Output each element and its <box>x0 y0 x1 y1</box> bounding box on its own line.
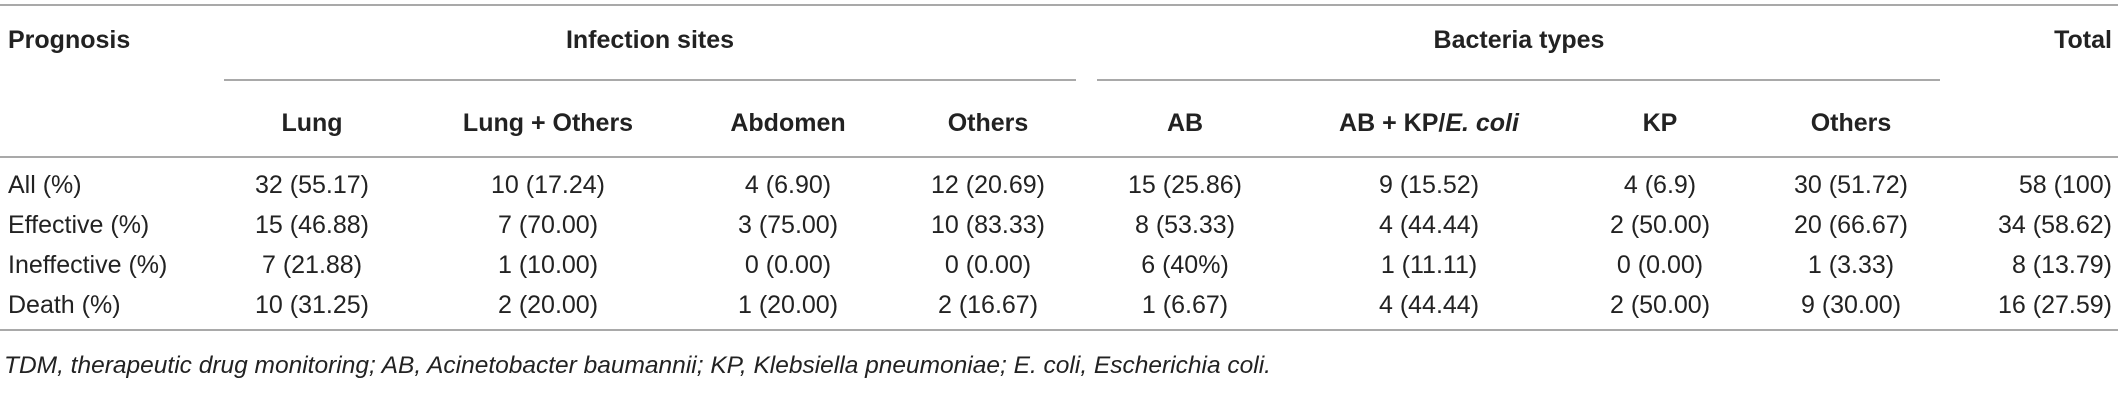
table-cell: 8 (53.33) <box>1134 211 1236 239</box>
table-cell: 4 (44.44) <box>1378 211 1480 239</box>
table-cell: 10 (31.25) <box>255 291 369 319</box>
table-cell: 4 (6.90) <box>744 171 832 199</box>
table-cell: 1 (20.00) <box>737 291 839 319</box>
table-cell: 4 (6.9) <box>1623 171 1697 199</box>
table-footnote: TDM, therapeutic drug monitoring; AB, Ac… <box>4 352 1271 379</box>
table-cell: 16 (27.59) <box>1998 291 2112 319</box>
table-cell: 7 (21.88) <box>261 251 363 279</box>
bacteria-types-header: Bacteria types <box>1433 26 1605 54</box>
table-cell: 2 (50.00) <box>1609 291 1711 319</box>
row-label: Ineffective (%) <box>8 251 168 279</box>
table-cell: 15 (46.88) <box>255 211 369 239</box>
table-cell: 9 (15.52) <box>1378 171 1480 199</box>
table-cell: 4 (44.44) <box>1378 291 1480 319</box>
row-label: Effective (%) <box>8 211 150 239</box>
table-cell: 58 (100) <box>2018 171 2112 199</box>
others-site-header: Others <box>947 109 1029 137</box>
table-cell: 2 (16.67) <box>937 291 1039 319</box>
table-cell: 1 (6.67) <box>1141 291 1229 319</box>
table-cell: 8 (13.79) <box>2011 251 2112 279</box>
lung-header: Lung <box>281 109 343 137</box>
ab-header: AB <box>1166 109 1204 137</box>
table-cell: 30 (51.72) <box>1794 171 1908 199</box>
table-cell: 34 (58.62) <box>1998 211 2112 239</box>
others-bacteria-header: Others <box>1810 109 1892 137</box>
table-cell: 20 (66.67) <box>1794 211 1908 239</box>
ab-kp-ecoli-header: AB + KP/E. coli <box>1339 108 1519 138</box>
kp-header: KP <box>1642 109 1678 137</box>
table-cell: 1 (11.11) <box>1380 251 1478 279</box>
table-cell: 10 (17.24) <box>491 171 605 199</box>
table-cell: 6 (40%) <box>1141 251 1229 279</box>
table-cell: 7 (70.00) <box>497 211 599 239</box>
prognosis-header: Prognosis <box>8 26 131 54</box>
table-cell: 2 (20.00) <box>497 291 599 319</box>
row-label: All (%) <box>8 171 82 199</box>
table-cell: 0 (0.00) <box>744 251 832 279</box>
table-cell: 12 (20.69) <box>931 171 1045 199</box>
table-cell: 3 (75.00) <box>737 211 839 239</box>
table-cell: 32 (55.17) <box>255 171 369 199</box>
table-top-rule <box>0 4 2118 6</box>
total-header: Total <box>2054 26 2112 54</box>
ab-kp-prefix: AB + KP/ <box>1339 109 1446 137</box>
table-cell: 0 (0.00) <box>1616 251 1704 279</box>
table-cell: 2 (50.00) <box>1609 211 1711 239</box>
header-bottom-rule <box>0 156 2118 158</box>
table-cell: 0 (0.00) <box>944 251 1032 279</box>
table-cell: 15 (25.86) <box>1128 171 1242 199</box>
table-cell: 10 (83.33) <box>931 211 1045 239</box>
ecoli-italic: E. coli <box>1445 109 1519 137</box>
abdomen-header: Abdomen <box>730 109 846 137</box>
lung-others-header: Lung + Others <box>462 109 634 137</box>
infection-sites-underline <box>224 79 1076 81</box>
bacteria-types-underline <box>1097 79 1940 81</box>
table-cell: 9 (30.00) <box>1800 291 1902 319</box>
table-cell: 1 (10.00) <box>497 251 599 279</box>
table-bottom-rule <box>0 329 2118 331</box>
infection-sites-header: Infection sites <box>565 26 735 54</box>
row-label: Death (%) <box>8 291 121 319</box>
table-cell: 1 (3.33) <box>1807 251 1895 279</box>
